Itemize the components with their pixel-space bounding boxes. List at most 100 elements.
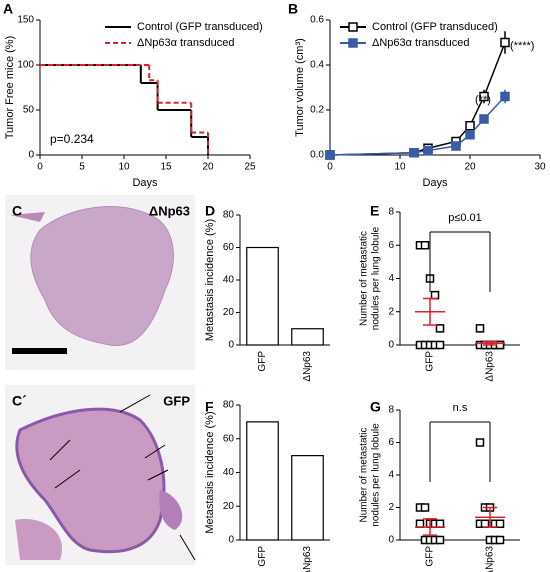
y-tick-label: 60 [223,242,235,253]
data-point [495,535,505,545]
y-tick-label: 20 [223,501,235,512]
y-axis-label: Tumor volume (cm³) [294,38,306,137]
x-tick-label: 20 [202,162,214,173]
data-point [435,340,445,350]
y-tick-label: 6 [388,240,394,251]
x-tick-label: 0 [327,162,333,173]
x-tick-label: ΔNp63 [302,546,313,572]
x-tick-label: ΔNp63 [485,351,496,382]
y-tick-label: 4 [388,273,394,284]
y-tick-label: 2 [388,502,394,513]
legend-label: Control (GFP transduced) [137,21,263,33]
annotation: n.s [453,402,468,414]
data-point [420,503,430,512]
legend-marker [348,22,358,32]
y-tick-label: 2 [388,306,394,317]
x-tick-label: 10 [394,162,406,173]
x-tick-label: 20 [464,162,476,173]
data-point [500,37,510,48]
arrows [49,394,196,561]
y-tick-label: 0.2 [310,105,324,116]
data-point [500,91,510,102]
panel-letter: A [3,1,13,17]
legend-label: Control (GFP transduced) [372,21,498,33]
y-tick-label: 0.0 [310,150,324,161]
panel-letter: G [370,399,381,415]
y-tick-label: 0 [228,535,234,546]
legend-marker [348,38,358,48]
data-point [430,290,440,300]
y-tick-label: 8 [388,207,394,218]
tissue [15,407,166,554]
panel-letter: E [370,203,379,219]
y-tick-label: 80 [223,400,235,411]
y-axis-label: nodules per lung lobule [371,423,382,527]
y-tick-label: 0 [228,340,234,351]
data-point [495,340,505,350]
y-tick-label: 40 [223,467,235,478]
panel-letter: D [205,203,215,219]
y-axis-label: Metastasis incidence (%) [204,219,216,341]
y-tick-label: 0 [388,340,394,351]
scale-bar [12,348,67,354]
y-tick-label: 150 [17,15,34,26]
image-caption: GFP [163,393,190,408]
annotation: p=0.234 [50,132,94,146]
x-tick-label: 10 [118,162,130,173]
x-tick-label: 30 [534,162,546,173]
tissue [30,206,174,346]
tissue [15,519,62,560]
x-axis-label: Days [132,177,158,189]
annotation: (****) [510,40,534,52]
y-tick-label: 8 [388,405,394,416]
image-c-prime: C´ GFP [5,385,196,565]
panel-letter: C [12,203,22,219]
x-tick-label: GFP [257,546,268,567]
tissue [159,490,183,530]
panel-letter: C´ [12,393,27,409]
image-c: C ΔNp63 [5,195,195,370]
y-tick-label: 0.6 [310,15,324,26]
data-point [415,519,425,528]
data-point [475,438,485,447]
data-point [465,130,475,140]
x-tick-label: GFP [257,351,268,372]
y-axis-label: nodules per lung lobule [371,226,382,330]
data-point [423,145,433,156]
data-point [435,535,445,545]
panel-letter: F [205,399,214,415]
data-point [325,150,335,160]
y-tick-label: 50 [23,105,35,116]
x-tick-label: 15 [160,162,172,173]
bar [246,421,279,541]
data-point [420,241,430,250]
legend-label: ΔNp63α transduced [372,37,470,49]
data-point [435,519,445,528]
data-point [480,519,490,528]
data-point [495,519,505,528]
x-tick-label: 5 [79,162,85,173]
y-tick-label: 6 [388,437,394,448]
bar [246,246,279,346]
y-tick-label: 20 [223,307,235,318]
y-axis-label: Metastasis incidence (%) [204,411,216,533]
x-tick-label: GFP [425,351,436,372]
data-point [435,324,445,333]
y-tick-label: 60 [223,433,235,444]
data-point [451,141,461,151]
data-point [409,148,419,158]
y-tick-label: 4 [388,470,394,481]
data-point [479,91,489,102]
y-tick-label: 80 [223,210,235,221]
y-axis-label: Tumor Free mice (%) [4,36,16,140]
legend-label: ΔNp63α transduced [137,37,235,49]
x-tick-label: 0 [37,162,43,173]
y-tick-label: 0 [388,535,394,546]
y-axis-label: Number of metastatic [359,231,370,326]
image-caption: ΔNp63 [149,203,190,218]
y-tick-label: 0 [28,150,34,161]
x-tick-label: GFP [425,546,436,567]
x-tick-label: ΔNp63 [302,351,313,382]
